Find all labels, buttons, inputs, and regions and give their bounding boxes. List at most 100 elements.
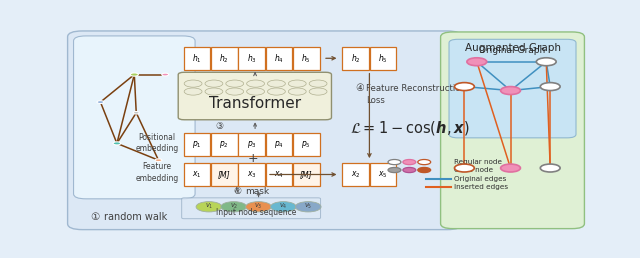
FancyBboxPatch shape — [184, 47, 211, 70]
Circle shape — [226, 80, 244, 87]
Circle shape — [403, 159, 416, 165]
Text: [M]: [M] — [218, 170, 230, 179]
Text: $v_4$: $v_4$ — [279, 202, 287, 211]
Circle shape — [162, 73, 169, 76]
Text: Class node: Class node — [454, 167, 493, 173]
Text: $x_4$: $x_4$ — [274, 169, 284, 180]
Text: random walk: random walk — [104, 212, 167, 222]
Text: Positional
embedding: Positional embedding — [135, 133, 179, 153]
FancyBboxPatch shape — [184, 163, 211, 186]
Text: ②: ② — [234, 187, 242, 196]
FancyBboxPatch shape — [266, 47, 292, 70]
Circle shape — [246, 80, 264, 87]
Text: $h_1$: $h_1$ — [192, 52, 202, 64]
Text: mask: mask — [245, 187, 269, 196]
Circle shape — [540, 83, 560, 91]
Text: $v_5$: $v_5$ — [304, 202, 312, 211]
FancyBboxPatch shape — [211, 163, 237, 186]
FancyBboxPatch shape — [68, 31, 462, 230]
Text: Feature Reconstruction: Feature Reconstruction — [366, 84, 466, 93]
Text: $x_2$: $x_2$ — [351, 169, 360, 180]
FancyBboxPatch shape — [370, 47, 396, 70]
Circle shape — [454, 83, 474, 91]
FancyBboxPatch shape — [182, 198, 321, 219]
Circle shape — [309, 80, 327, 87]
Circle shape — [467, 58, 487, 66]
Circle shape — [113, 142, 121, 145]
Circle shape — [500, 164, 520, 172]
Text: ④: ④ — [355, 83, 364, 93]
FancyBboxPatch shape — [292, 47, 319, 70]
Circle shape — [184, 88, 202, 95]
Text: ①: ① — [90, 212, 99, 222]
FancyBboxPatch shape — [238, 47, 265, 70]
Circle shape — [155, 159, 162, 162]
Circle shape — [133, 111, 140, 114]
Text: $x_3$: $x_3$ — [247, 169, 257, 180]
FancyBboxPatch shape — [449, 39, 576, 138]
Circle shape — [540, 164, 560, 172]
Circle shape — [418, 159, 431, 165]
Text: $h_2$: $h_2$ — [220, 52, 229, 64]
Text: Regular node: Regular node — [454, 159, 502, 165]
FancyBboxPatch shape — [342, 163, 369, 186]
Text: Feature
embedding: Feature embedding — [135, 163, 179, 183]
FancyBboxPatch shape — [238, 163, 265, 186]
Circle shape — [454, 164, 474, 172]
Text: ③: ③ — [215, 122, 223, 131]
Circle shape — [388, 167, 401, 173]
FancyBboxPatch shape — [370, 163, 396, 186]
Circle shape — [184, 80, 202, 87]
Text: $v_3$: $v_3$ — [254, 202, 263, 211]
Text: Original edges: Original edges — [454, 176, 507, 182]
Text: $x_1$: $x_1$ — [192, 169, 202, 180]
Circle shape — [271, 201, 296, 212]
FancyBboxPatch shape — [74, 36, 195, 199]
Text: Loss: Loss — [366, 96, 385, 106]
Circle shape — [500, 87, 520, 94]
Text: $h_3$: $h_3$ — [246, 52, 257, 64]
Circle shape — [418, 167, 431, 173]
FancyBboxPatch shape — [266, 133, 292, 156]
FancyBboxPatch shape — [211, 47, 237, 70]
FancyBboxPatch shape — [178, 72, 332, 120]
Text: $h_5$: $h_5$ — [301, 52, 311, 64]
Circle shape — [288, 80, 306, 87]
Text: Augmented Graph: Augmented Graph — [465, 43, 561, 53]
Text: Input node sequence: Input node sequence — [216, 208, 296, 217]
Circle shape — [205, 80, 223, 87]
FancyBboxPatch shape — [292, 133, 319, 156]
Circle shape — [388, 159, 401, 165]
FancyBboxPatch shape — [440, 32, 584, 229]
Circle shape — [131, 73, 138, 76]
FancyBboxPatch shape — [342, 47, 369, 70]
Text: Original Graph: Original Graph — [479, 46, 546, 55]
Circle shape — [295, 201, 321, 212]
Circle shape — [536, 58, 556, 66]
FancyBboxPatch shape — [266, 163, 292, 186]
Circle shape — [221, 201, 246, 212]
Text: Transformer: Transformer — [209, 96, 301, 111]
Text: $p_2$: $p_2$ — [220, 139, 229, 150]
FancyBboxPatch shape — [292, 163, 319, 186]
Text: $h_5$: $h_5$ — [378, 52, 388, 64]
Text: $h_4$: $h_4$ — [274, 52, 284, 64]
Circle shape — [288, 88, 306, 95]
Text: $p_5$: $p_5$ — [301, 139, 311, 150]
Text: [M]: [M] — [300, 170, 312, 179]
Text: $v_2$: $v_2$ — [230, 202, 238, 211]
Circle shape — [309, 88, 327, 95]
Text: $+$: $+$ — [247, 152, 258, 165]
Text: Inserted edges: Inserted edges — [454, 183, 509, 190]
Text: $p_4$: $p_4$ — [274, 139, 284, 150]
Circle shape — [268, 80, 285, 87]
Text: $\mathcal{L} = 1 - \cos(\boldsymbol{h}, \boldsymbol{x})$: $\mathcal{L} = 1 - \cos(\boldsymbol{h}, … — [350, 119, 470, 137]
Circle shape — [246, 201, 271, 212]
FancyBboxPatch shape — [211, 133, 237, 156]
Circle shape — [205, 88, 223, 95]
Circle shape — [226, 88, 244, 95]
Text: $v_1$: $v_1$ — [205, 202, 213, 211]
FancyBboxPatch shape — [238, 133, 265, 156]
Circle shape — [246, 88, 264, 95]
Circle shape — [97, 101, 104, 103]
